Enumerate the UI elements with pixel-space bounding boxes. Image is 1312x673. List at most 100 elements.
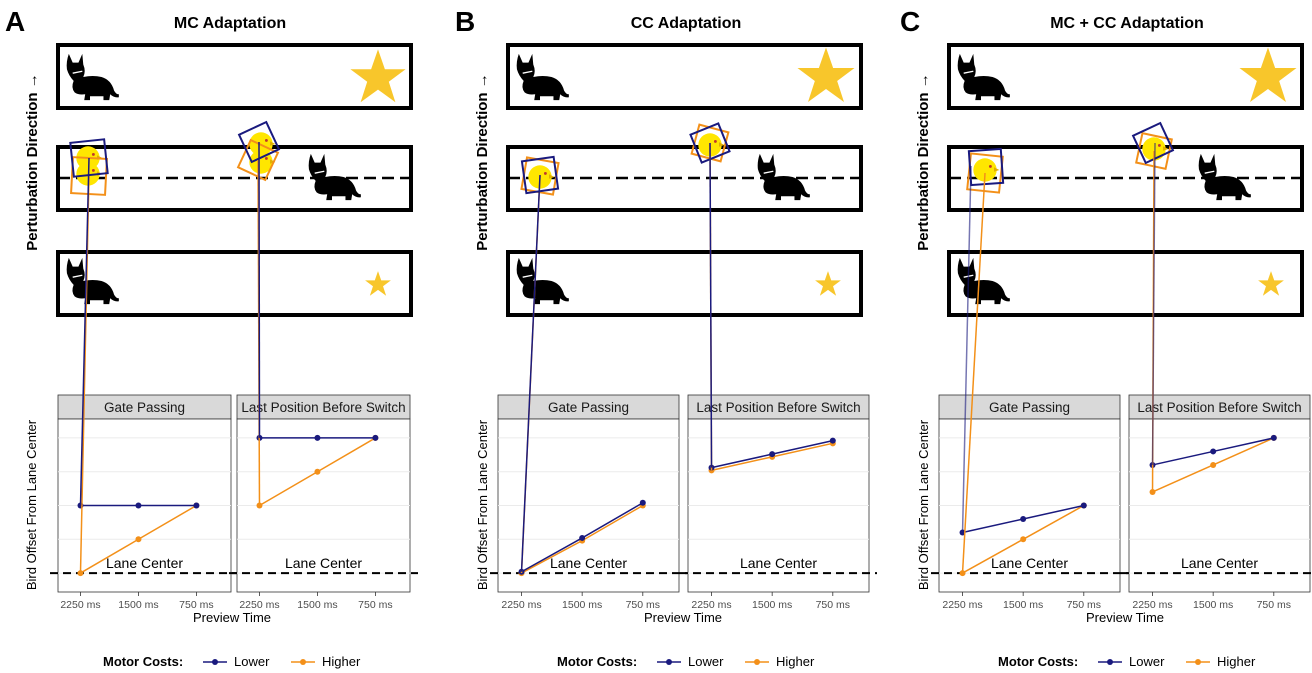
bird-frame-lower (69, 138, 109, 178)
legend-label: Higher (1217, 654, 1256, 669)
connector-lines (79, 141, 1156, 574)
bird-offset-axis-label: Bird Offset From Lane Center (916, 419, 931, 590)
lane-box (506, 145, 863, 212)
legend-title: Motor Costs: (998, 654, 1078, 669)
facet-strip-label: Last Position Before Switch (696, 400, 860, 415)
data-point (1210, 448, 1217, 455)
legend-label: Lower (1129, 654, 1165, 669)
legend-key-point (666, 659, 672, 665)
legend-title: Motor Costs: (557, 654, 637, 669)
x-tick-label: 750 ms (1067, 599, 1101, 611)
panel-label: A (5, 6, 25, 37)
data-point (372, 434, 379, 441)
lane-center-label: Lane Center (1181, 555, 1258, 571)
connector-line (520, 174, 541, 572)
facet-strip-label: Last Position Before Switch (1137, 400, 1301, 415)
cat-icon (66, 53, 119, 101)
facet-strip-label: Last Position Before Switch (241, 400, 405, 415)
star-icon (1258, 271, 1284, 296)
bird-frame-lower (967, 147, 1005, 187)
panel-b: B CC Adaptation Perturbation Direction →… (455, 6, 877, 625)
connector-line (709, 142, 713, 468)
facet-group: Gate Passing Lane Center 2250 ms 1500 ms 750… (490, 394, 877, 611)
panel-label: B (455, 6, 475, 37)
bird-frame-lower (689, 122, 731, 164)
bird-frame-lower (1131, 121, 1175, 165)
legend-label: Lower (688, 654, 724, 669)
legend-title: Motor Costs: (103, 654, 183, 669)
lane-box (56, 250, 413, 317)
lane-center-label: Lane Center (550, 555, 627, 571)
legends: Motor Costs: Lower Higher Motor Costs: Lower… (103, 654, 1256, 669)
facet-strip (236, 394, 411, 420)
facet-strip (497, 394, 680, 420)
cat-icon (957, 53, 1010, 101)
x-tick-label: 750 ms (1257, 599, 1291, 611)
cat-icon (66, 257, 119, 305)
perturbation-direction-label: Perturbation Direction → (24, 73, 41, 251)
connector-line (1151, 142, 1156, 465)
facet-strip-label: Gate Passing (104, 400, 185, 415)
lane-center-label: Lane Center (285, 555, 362, 571)
x-tick-label: 750 ms (358, 599, 392, 611)
bird-offset-axis-label: Bird Offset From Lane Center (24, 419, 39, 590)
x-axis-title: Preview Time (1086, 610, 1164, 625)
facet-group: Gate Passing Lane Center 2250 ms 1500 ms 750… (931, 394, 1312, 611)
x-tick-label: 1500 ms (118, 599, 158, 611)
data-point (314, 434, 321, 441)
lane-center-label: Lane Center (106, 555, 183, 571)
legend-key-point (300, 659, 306, 665)
connector-line (79, 157, 90, 506)
lane-center-label: Lane Center (991, 555, 1068, 571)
connector-line (961, 172, 986, 574)
data-point (769, 451, 776, 458)
facet-strip-label: Gate Passing (548, 400, 629, 415)
data-point (314, 468, 321, 475)
x-tick-label: 2250 ms (239, 599, 279, 611)
legend-key-point (1195, 659, 1201, 665)
connector-line (961, 165, 972, 533)
bird-frame-lower (520, 155, 560, 195)
x-tick-label: 2250 ms (691, 599, 731, 611)
x-tick-label: 2250 ms (942, 599, 982, 611)
legend-key-point (212, 659, 218, 665)
data-point (639, 499, 646, 506)
legend-label: Higher (322, 654, 361, 669)
panel-title: MC Adaptation (174, 15, 286, 32)
lane-box (56, 145, 413, 212)
legend-label: Lower (234, 654, 270, 669)
facet-strip-label: Gate Passing (989, 400, 1070, 415)
facet-group: Gate Passing Lane Center 2250 ms 1500 ms 750… (50, 394, 418, 611)
data-point (1210, 461, 1217, 468)
x-tick-label: 1500 ms (1003, 599, 1043, 611)
data-point (1020, 516, 1027, 523)
x-tick-label: 2250 ms (1132, 599, 1172, 611)
data-point (579, 534, 586, 541)
legend-key-point (754, 659, 760, 665)
bird-frame-higher (236, 138, 280, 182)
data-point (193, 502, 200, 509)
bird-icon (528, 165, 555, 189)
bird-icon (698, 133, 725, 157)
x-tick-label: 750 ms (179, 599, 213, 611)
bird-frame-lower (237, 120, 281, 164)
perturbation-direction-label: Perturbation Direction → (474, 73, 491, 251)
x-axis-title: Preview Time (193, 610, 271, 625)
legend-label: Higher (776, 654, 815, 669)
panel-title: CC Adaptation (631, 15, 742, 32)
star-icon (815, 271, 841, 296)
x-tick-label: 2250 ms (60, 599, 100, 611)
x-tick-label: 1500 ms (297, 599, 337, 611)
x-tick-label: 1500 ms (752, 599, 792, 611)
lane-center-label: Lane Center (740, 555, 817, 571)
lane-box (506, 250, 863, 317)
facet-strip (938, 394, 1121, 420)
data-point (829, 437, 836, 444)
star-icon (797, 47, 855, 103)
lane-box (506, 43, 863, 110)
data-point (135, 502, 142, 509)
star-icon (1239, 47, 1297, 103)
lane-box (56, 43, 413, 110)
panel-label: C (900, 6, 920, 37)
